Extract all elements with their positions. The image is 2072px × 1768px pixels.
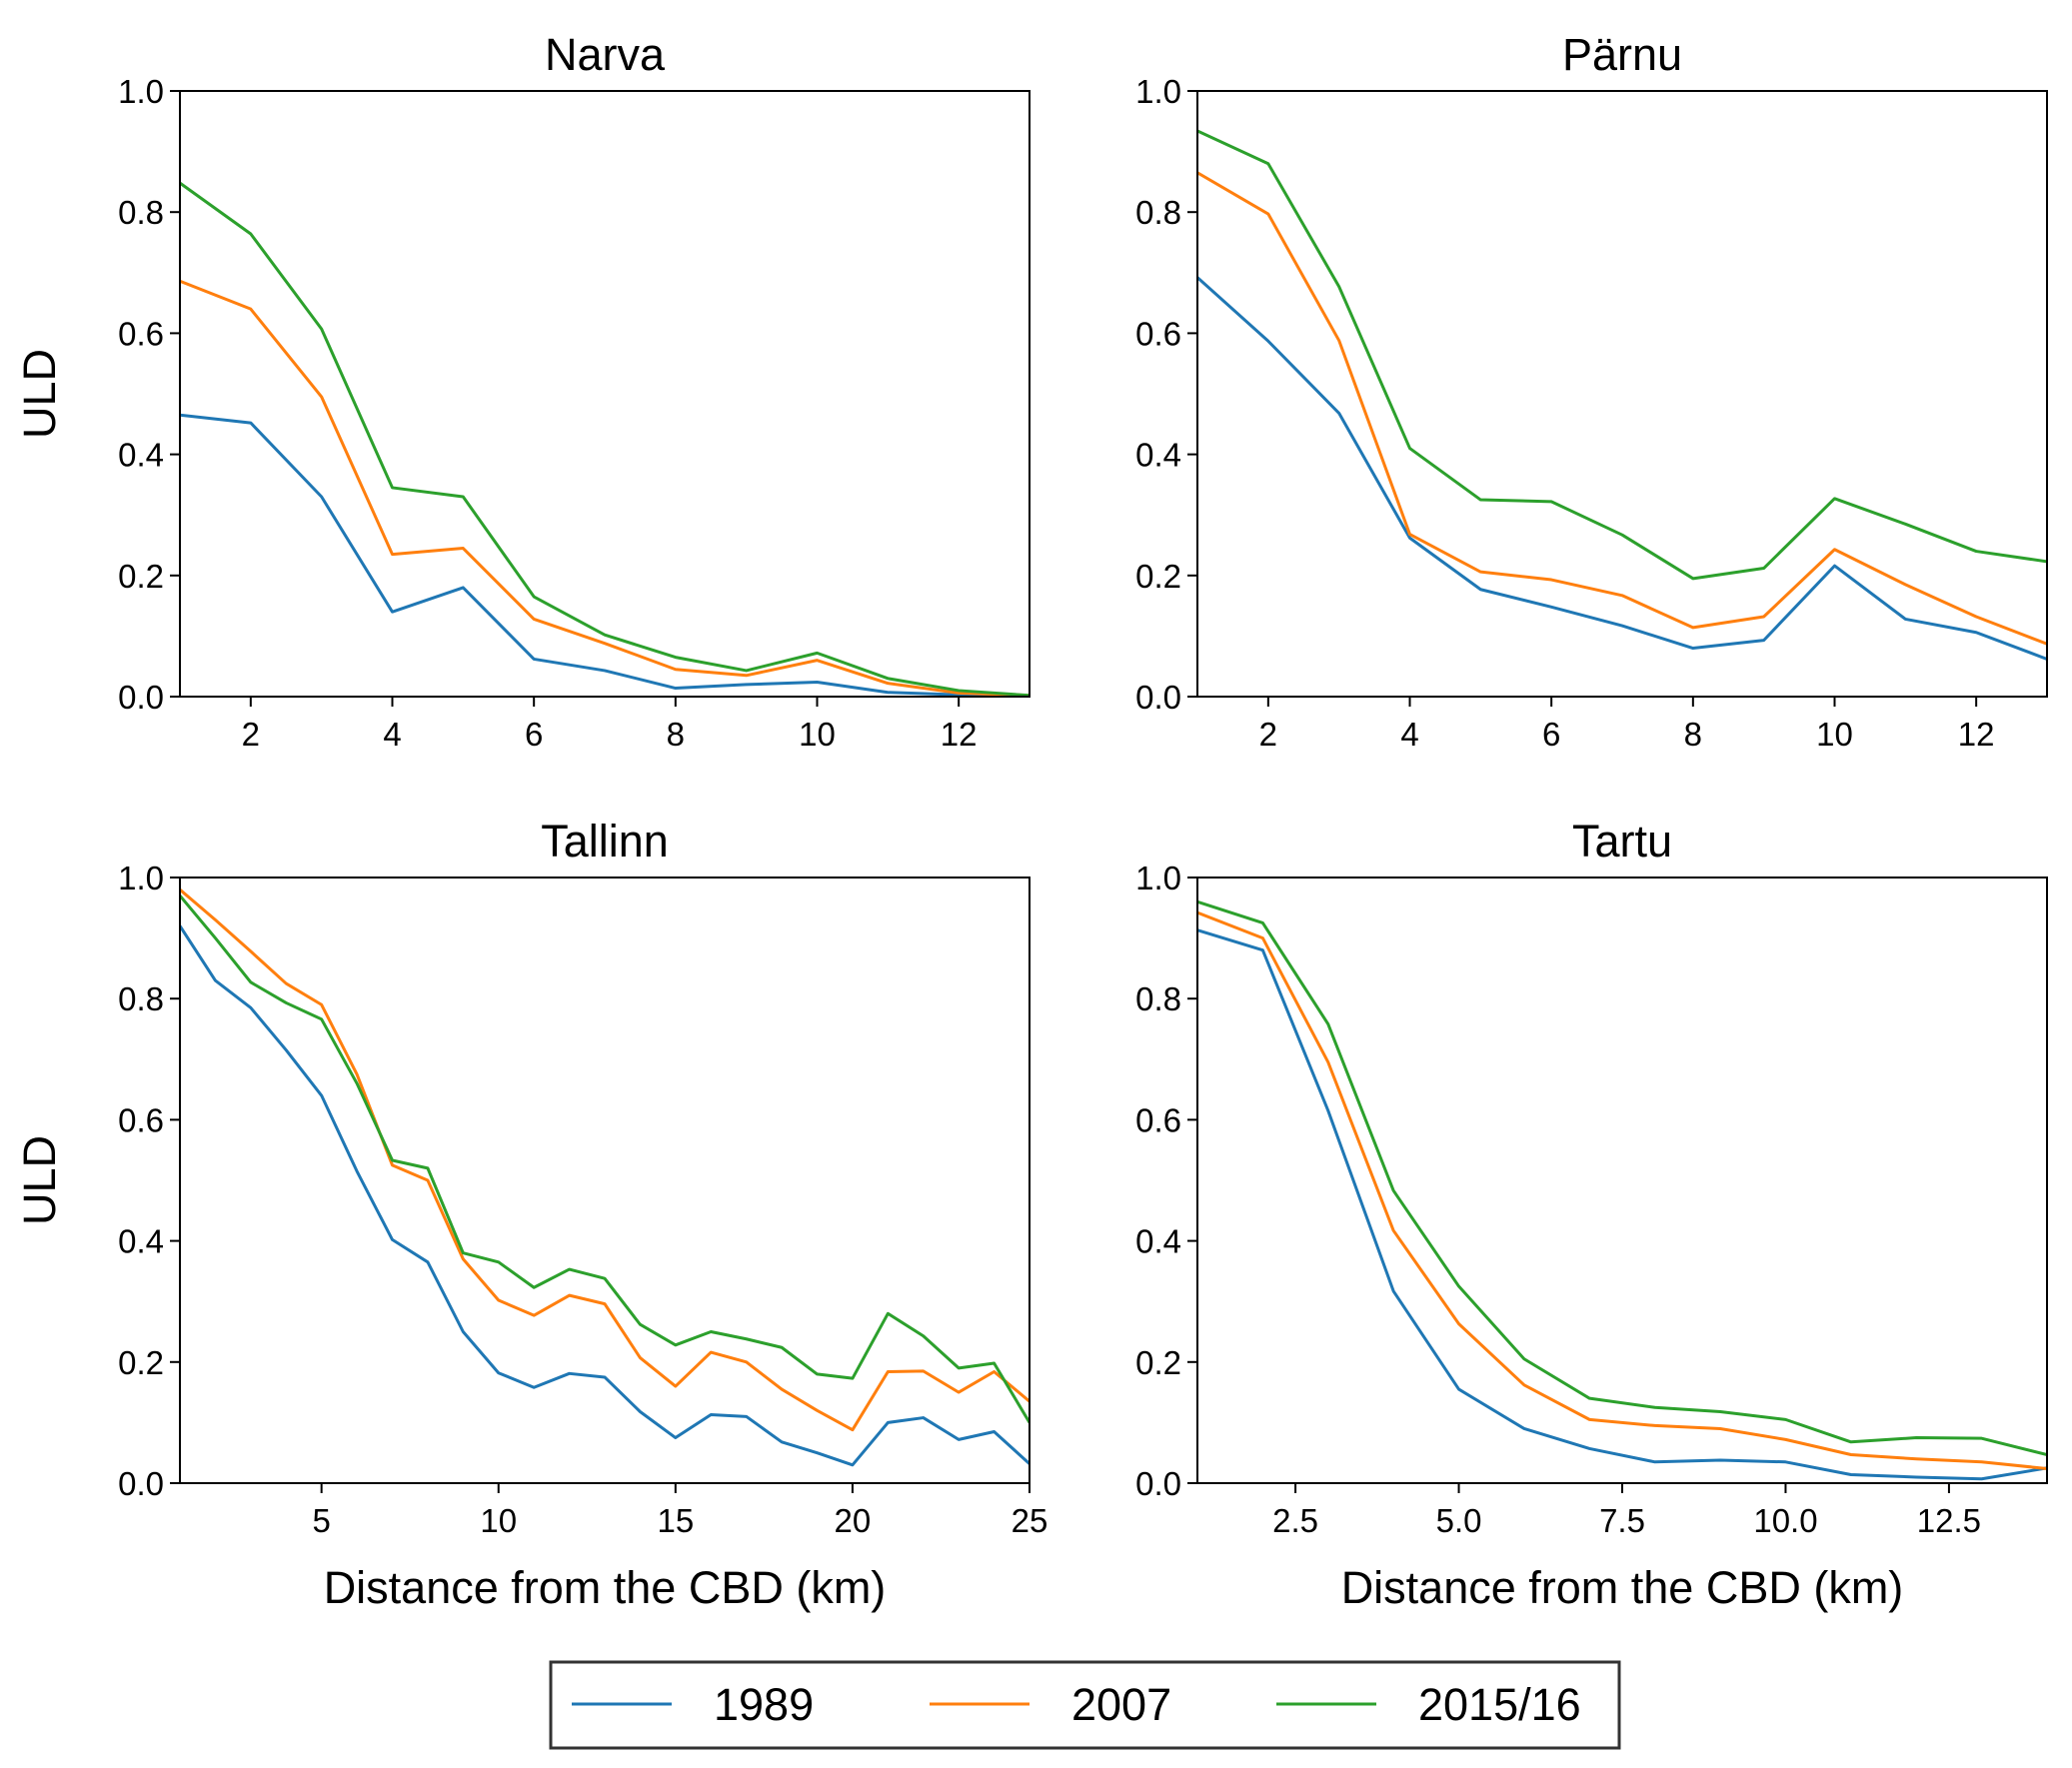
y-tick-label-tallinn: 0.2 — [118, 1344, 164, 1381]
x-tick-label-narva: 8 — [667, 716, 685, 753]
plot-frame-tallinn — [179, 877, 1031, 1484]
x-tick-label-tartu: 7.5 — [1599, 1502, 1645, 1539]
panel-tallinn: 0.0 0.2 0.4 0.6 0.8 1.0 5 10 15 20 25 Tallinn ULD Dis… — [14, 816, 1047, 1613]
series-line-1989-tartu — [1197, 928, 2047, 1481]
x-tick-label-tallinn: 15 — [657, 1502, 694, 1539]
y-axis-label-tallinn: ULD — [14, 1135, 65, 1225]
y-tick-label-parnu: 0.2 — [1135, 558, 1181, 595]
y-tick-label-parnu: 1.0 — [1135, 73, 1181, 110]
panel-title-parnu: Pärnu — [1562, 29, 1682, 80]
y-tick-label-tallinn: 0.8 — [118, 980, 164, 1017]
y-tick-label-tallinn: 0.4 — [118, 1223, 164, 1260]
y-tick-label-tartu: 0.4 — [1135, 1223, 1181, 1260]
x-tick-label-parnu: 8 — [1684, 716, 1702, 753]
y-tick-label-narva: 0.2 — [118, 558, 164, 595]
x-tick-label-tartu: 5.0 — [1436, 1502, 1482, 1539]
y-tick-label-tartu: 0.8 — [1135, 980, 1181, 1017]
y-axis-label-narva: ULD — [14, 349, 65, 439]
y-tick-label-tallinn: 0.0 — [118, 1465, 164, 1502]
y-tick-label-narva: 1.0 — [118, 73, 164, 110]
x-tick-label-tallinn: 20 — [835, 1502, 872, 1539]
y-tick-label-narva: 0.6 — [118, 315, 164, 352]
series-line-2015-16-tallinn — [180, 894, 1030, 1424]
panel-tartu: 0.0 0.2 0.4 0.6 0.8 1.0 2.5 5.0 7.5 10.0 12.5 Tartu… — [1135, 816, 2048, 1613]
x-tick-label-narva: 12 — [941, 716, 978, 753]
x-tick-label-narva: 6 — [525, 716, 543, 753]
x-tick-label-tallinn: 10 — [480, 1502, 517, 1539]
panel-title-tartu: Tartu — [1572, 816, 1672, 867]
x-tick-label-narva: 10 — [799, 716, 836, 753]
x-tick-label-narva: 2 — [242, 716, 260, 753]
plot-frame-tartu — [1196, 877, 2048, 1484]
y-tick-label-tallinn: 1.0 — [118, 860, 164, 896]
plot-frame-parnu — [1196, 90, 2048, 698]
y-tick-label-parnu: 0.6 — [1135, 315, 1181, 352]
x-tick-label-tartu: 10.0 — [1753, 1502, 1817, 1539]
panel-parnu: 0.0 0.2 0.4 0.6 0.8 1.0 2 4 6 8 10 12 Pärnu — [1135, 29, 2048, 753]
series-line-1989-tallinn — [180, 924, 1030, 1467]
series-line-2007-tartu — [1197, 910, 2047, 1470]
series-line-2007-tallinn — [180, 887, 1030, 1432]
x-tick-label-tartu: 2.5 — [1272, 1502, 1318, 1539]
y-tick-label-parnu: 0.0 — [1135, 679, 1181, 716]
plot-frame-narva — [179, 90, 1031, 698]
legend-box — [549, 1660, 1621, 1750]
x-tick-label-tallinn: 25 — [1012, 1502, 1048, 1539]
chart-panels: 0.0 0.2 0.4 0.6 0.8 1.0 2 4 6 8 10 12 Narva ULD 0.0 0.2… — [14, 29, 2048, 1613]
panel-title-narva: Narva — [545, 29, 666, 80]
y-tick-label-narva: 0.8 — [118, 194, 164, 231]
series-line-1989-parnu — [1197, 276, 2047, 661]
y-tick-label-tartu: 1.0 — [1135, 860, 1181, 896]
y-tick-label-tartu: 0.2 — [1135, 1344, 1181, 1381]
x-tick-label-parnu: 12 — [1958, 716, 1995, 753]
chart-legend: 1989 2007 2015/16 — [549, 1660, 1621, 1750]
x-axis-label-tallinn: Distance from the CBD (km) — [324, 1562, 887, 1613]
series-line-2007-narva — [180, 279, 1030, 697]
series-line-2015-16-narva — [180, 181, 1030, 697]
y-tick-label-tallinn: 0.6 — [118, 1101, 164, 1138]
series-line-2015-16-parnu — [1197, 129, 2047, 581]
x-tick-label-tallinn: 5 — [312, 1502, 330, 1539]
series-line-1989-narva — [180, 413, 1030, 697]
y-tick-label-tartu: 0.6 — [1135, 1101, 1181, 1138]
x-tick-label-tartu: 12.5 — [1917, 1502, 1981, 1539]
y-tick-label-narva: 0.4 — [118, 437, 164, 474]
panel-narva: 0.0 0.2 0.4 0.6 0.8 1.0 2 4 6 8 10 12 Narva ULD — [14, 29, 1031, 753]
series-line-2015-16-tartu — [1197, 899, 2047, 1456]
x-axis-label-tartu: Distance from the CBD (km) — [1341, 1562, 1904, 1613]
y-tick-label-parnu: 0.8 — [1135, 194, 1181, 231]
y-tick-label-tartu: 0.0 — [1135, 1465, 1181, 1502]
series-line-2007-parnu — [1197, 171, 2047, 646]
y-tick-label-narva: 0.0 — [118, 679, 164, 716]
x-tick-label-parnu: 6 — [1542, 716, 1560, 753]
x-tick-label-narva: 4 — [383, 716, 401, 753]
panel-title-tallinn: Tallinn — [541, 816, 669, 867]
x-tick-label-parnu: 10 — [1816, 716, 1853, 753]
legend-label-2007: 2007 — [1071, 1679, 1171, 1730]
legend-label-1989: 1989 — [714, 1679, 814, 1730]
legend-label-2015-16: 2015/16 — [1418, 1679, 1581, 1730]
x-tick-label-parnu: 2 — [1259, 716, 1277, 753]
y-tick-label-parnu: 0.4 — [1135, 437, 1181, 474]
x-tick-label-parnu: 4 — [1400, 716, 1418, 753]
